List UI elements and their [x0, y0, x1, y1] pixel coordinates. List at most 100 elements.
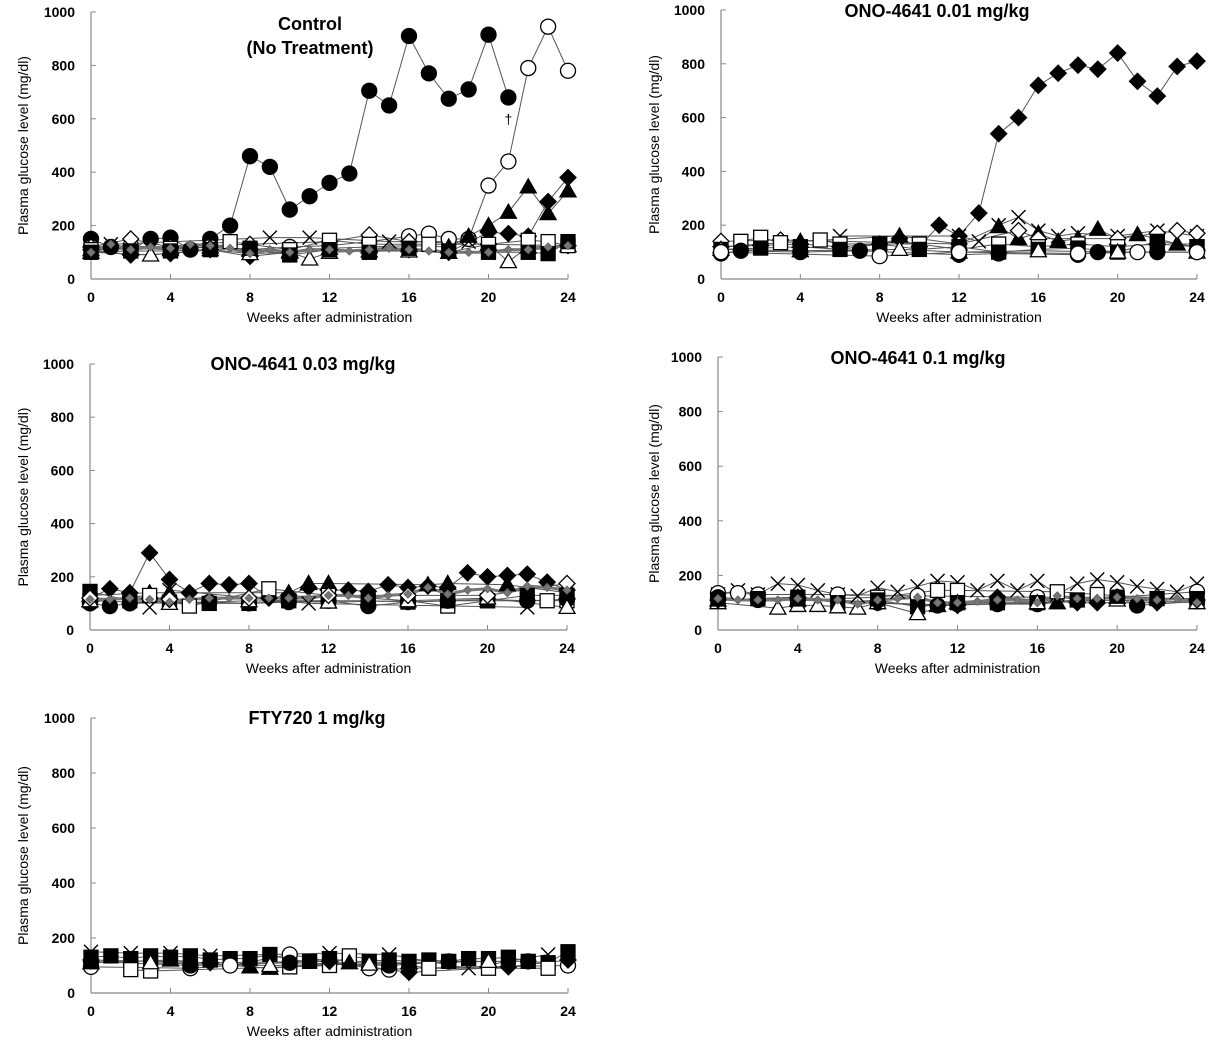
panel-ono-0-03: 0 200 400 600 800 1000 0 4 8 12 16 20 24 Weeks after … [15, 354, 577, 676]
data-point-open-square [540, 960, 556, 976]
data-point-filled-circle [520, 953, 537, 970]
data-point-filled-diamond [518, 565, 537, 584]
data-point-x-mark [162, 582, 177, 598]
series-line-filled-triangle [89, 582, 568, 596]
y-tick-label: 1000 [43, 356, 74, 372]
x-tick-label: 12 [950, 640, 966, 656]
data-point-filled-diamond [1148, 87, 1167, 105]
data-point-open-circle [500, 153, 517, 170]
data-point-mean [126, 244, 136, 255]
data-point-mean [1172, 593, 1182, 604]
data-point-mean [265, 244, 275, 255]
data-point-mean [363, 593, 373, 603]
data-point-x-mark [989, 573, 1005, 589]
data-point-mean [1032, 597, 1043, 608]
y-tick-label: 600 [52, 820, 76, 836]
data-point-filled-circle [380, 957, 398, 974]
data-point-filled-circle [990, 245, 1007, 262]
x-tick-label: 12 [321, 640, 337, 656]
data-point-mean [543, 242, 553, 252]
data-point-mean [443, 589, 453, 599]
data-point-mean [483, 247, 494, 258]
x-axis-label: Weeks after administration [876, 309, 1041, 325]
data-point-mean [164, 597, 175, 607]
data-point-filled-triangle [1048, 593, 1067, 610]
data-point-x-mark [810, 582, 826, 598]
data-point-x-mark [519, 599, 535, 615]
data-point-open-square [123, 961, 139, 978]
x-tick-label: 4 [794, 640, 802, 656]
y-tick-label: 0 [67, 271, 75, 287]
data-point-open-diamond [1168, 221, 1187, 240]
data-point-filled-diamond [1188, 52, 1206, 71]
data-point-mean [502, 588, 513, 598]
data-point-x-mark [1011, 209, 1026, 225]
data-point-open-triangle [1029, 241, 1048, 258]
data-point-mean [542, 582, 552, 593]
x-tick-label: 0 [714, 640, 722, 656]
x-tick-label: 24 [559, 640, 575, 656]
data-point-mean [324, 244, 335, 255]
data-point-filled-diamond [478, 567, 497, 586]
data-point-open-circle [1188, 243, 1206, 261]
chart-title: FTY720 1 mg/kg [248, 708, 385, 728]
data-point-filled-diamond [458, 563, 477, 582]
y-axis-label: Plasma glucose level (mg/dl) [15, 56, 31, 235]
data-point-filled-square [911, 241, 927, 258]
y-tick-label: 400 [52, 164, 76, 180]
data-point-mean [284, 593, 294, 603]
data-point-filled-circle [519, 592, 536, 609]
data-point-x-mark [262, 230, 278, 246]
x-tick-label: 4 [166, 640, 174, 656]
data-point-x-mark [301, 595, 317, 611]
y-tick-label: 200 [51, 569, 75, 585]
data-point-mean [423, 582, 433, 593]
y-tick-label: 600 [52, 111, 76, 127]
data-point-mean [323, 590, 334, 601]
data-point-mean [853, 599, 863, 609]
data-point-mean [125, 593, 135, 603]
data-point-mean [1192, 597, 1202, 608]
data-point-mean [106, 239, 116, 249]
data-point-mean [562, 585, 572, 595]
x-tick-label: 12 [322, 289, 338, 305]
data-point-open-circle [1069, 245, 1087, 262]
data-point-mean [145, 242, 156, 252]
data-point-mean [462, 585, 473, 595]
y-tick-label: 1000 [44, 710, 75, 726]
data-point-filled-triangle [340, 953, 359, 970]
y-tick-label: 800 [679, 404, 703, 420]
data-point-mean [205, 240, 215, 251]
data-point-mean [343, 590, 354, 601]
data-point-filled-circle [281, 954, 298, 971]
y-tick-label: 0 [66, 622, 74, 638]
x-tick-label: 12 [951, 289, 967, 305]
data-point-open-diamond [1188, 224, 1206, 243]
data-point-open-triangle [1108, 242, 1127, 259]
data-point-filled-circle [281, 201, 298, 218]
x-tick-label: 4 [796, 289, 804, 305]
data-point-filled-square [832, 241, 848, 258]
data-point-mean [224, 593, 234, 603]
data-point-filled-circle [480, 26, 497, 43]
y-tick-label: 0 [67, 985, 75, 1001]
y-tick-label: 600 [682, 110, 706, 126]
data-point-filled-diamond [989, 124, 1008, 143]
data-point-mean [165, 243, 176, 254]
data-point-filled-diamond [930, 216, 949, 235]
data-point-filled-circle [851, 242, 868, 259]
x-tick-label: 24 [560, 289, 576, 305]
panel-ono-0-01: 0 200 400 600 800 1000 0 4 8 12 16 20 24 Weeks after … [646, 1, 1207, 325]
data-point-mean [463, 247, 474, 258]
data-point-filled-circle [221, 217, 239, 234]
data-point-filled-circle [361, 82, 378, 99]
data-point-mean [184, 594, 195, 605]
panel-control: 0 200 400 600 800 1000 0 4 8 12 16 20 24 Weeks after … [15, 4, 578, 325]
data-point-mean [86, 247, 96, 258]
data-point-filled-triangle [558, 181, 578, 198]
y-tick-label: 600 [51, 462, 75, 478]
y-tick-label: 600 [679, 458, 703, 474]
data-point-x-mark [1069, 576, 1085, 592]
y-tick-label: 800 [682, 56, 706, 72]
data-point-filled-square [753, 240, 769, 256]
